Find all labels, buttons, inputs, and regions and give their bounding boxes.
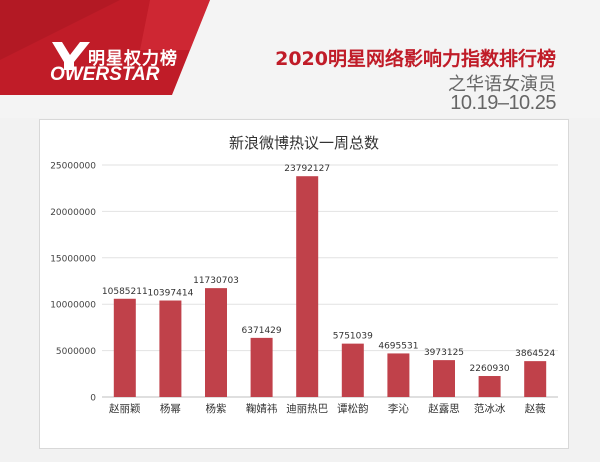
bar-chart: 0 5000000 10000000 15000000 20000000 25000000… xyxy=(50,162,558,415)
x-tick-label: 谭松韵 xyxy=(337,402,369,415)
x-tick-label: 杨紫 xyxy=(206,402,227,415)
data-label: 23792127 xyxy=(284,164,330,174)
data-label: 11730703 xyxy=(193,276,239,286)
y-tick-label: 25000000 xyxy=(50,162,96,172)
logo-banner-shape xyxy=(0,0,210,95)
x-tick-label: 迪丽热巴 xyxy=(286,402,328,415)
data-label: 6371429 xyxy=(242,326,282,336)
data-label: 10585211 xyxy=(102,287,148,297)
y-tick-label: 10000000 xyxy=(50,301,96,311)
x-tick-label: 杨幂 xyxy=(160,402,181,415)
data-label: 2260930 xyxy=(470,364,510,374)
y-tick-label: 20000000 xyxy=(50,208,96,218)
x-tick-label: 赵露思 xyxy=(428,402,460,415)
data-label: 3864524 xyxy=(515,349,555,359)
data-label: 4695531 xyxy=(378,341,418,351)
y-tick-label: 15000000 xyxy=(50,254,96,264)
logo-text-en: OWERSTAR xyxy=(50,64,160,85)
date-range: 10.19–10.25 xyxy=(450,92,556,114)
bar xyxy=(433,360,455,397)
bar xyxy=(159,300,182,397)
logo-text-cn: 明星权力榜 xyxy=(88,49,178,69)
bar xyxy=(478,376,501,397)
chart-panel: 新浪微博热议一周总数 0 5000000 10000000 15000000 20000… xyxy=(39,119,569,449)
page-subtitle: 之华语女演员 xyxy=(448,74,556,95)
data-label: 3973125 xyxy=(424,348,464,358)
y-tick-label: 5000000 xyxy=(56,347,96,357)
brand-logo: 明星权力榜 OWERSTAR xyxy=(0,0,220,95)
bar xyxy=(387,353,410,397)
x-tick-label: 赵丽颖 xyxy=(109,402,141,415)
chart-title: 新浪微博热议一周总数 xyxy=(228,134,379,152)
x-tick-label: 赵薇 xyxy=(525,402,546,415)
bar xyxy=(524,361,547,397)
x-tick-label: 范冰冰 xyxy=(474,402,506,415)
x-tick-label: 李沁 xyxy=(388,402,409,415)
bar xyxy=(296,176,319,397)
bar xyxy=(113,298,136,397)
page-title: 2020明星网络影响力指数排行榜 xyxy=(275,48,556,70)
bar xyxy=(205,288,227,397)
bar xyxy=(250,337,273,397)
x-tick-label: 鞠婧祎 xyxy=(246,402,278,415)
y-tick-label: 0 xyxy=(90,394,96,404)
logo-y-mark xyxy=(52,42,90,70)
bar xyxy=(341,343,364,397)
data-label: 10397414 xyxy=(147,289,193,299)
data-label: 5751039 xyxy=(333,332,373,342)
